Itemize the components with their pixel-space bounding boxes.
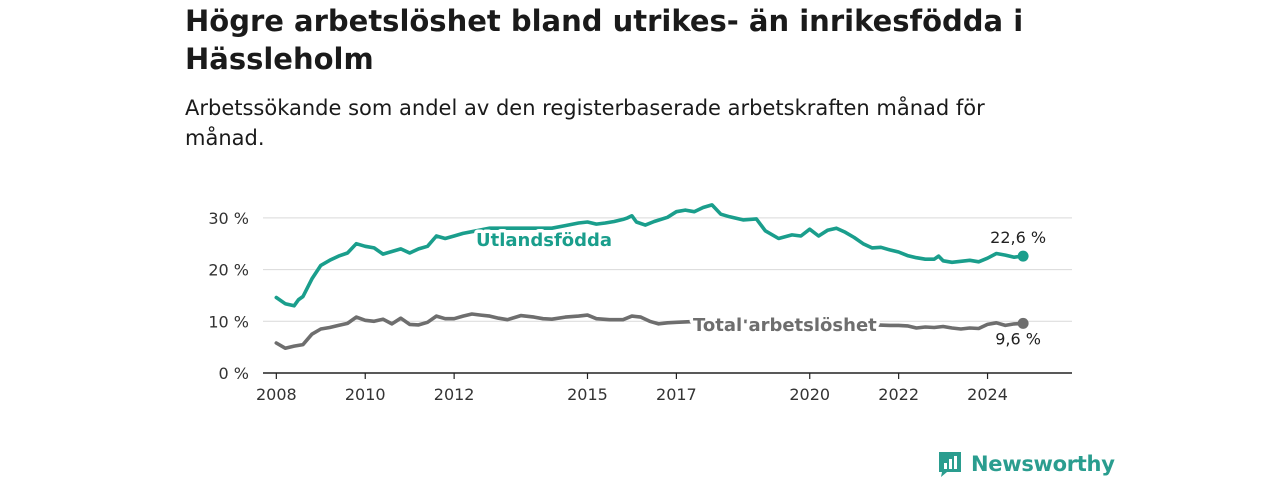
series-label: Total arbetslöshet: [693, 315, 877, 336]
newsworthy-logo: Newsworthy: [937, 448, 1115, 480]
y-tick-label: 0 %: [219, 364, 249, 383]
x-axis: 2008 2010 2012 2015 2017 2020 2022 2024: [256, 372, 1072, 404]
chart-subtitle: Arbetssökande som andel av den registerb…: [185, 96, 985, 150]
x-tick-label: 2008: [256, 385, 297, 404]
x-tick-label: 2010: [345, 385, 386, 404]
series-line-0: [274, 203, 1025, 308]
x-tick-label: 2012: [434, 385, 475, 404]
series-lines: [274, 203, 1029, 350]
series-label-halo: Total arbetslöshet: [693, 315, 877, 336]
series-labels: 22,6 %9,6 %UtlandsföddaUtlandsföddaTotal…: [473, 227, 1047, 349]
x-tick-label: 2024: [967, 385, 1008, 404]
y-tick-label: 30 %: [208, 209, 249, 228]
series-end-label-1: 9,6 %: [995, 329, 1041, 348]
x-tick-label: 2015: [567, 385, 608, 404]
newsworthy-logo-text: Newsworthy: [971, 452, 1115, 476]
series-label-halo: Utlandsfödda: [476, 230, 612, 251]
series-end-label-0: 22,6 %: [990, 228, 1046, 247]
newsworthy-logo-icon: [939, 452, 961, 477]
chart-title: Högre arbetslöshet bland utrikes- än inr…: [185, 4, 1024, 76]
y-axis-ticks: 0 % 10 % 20 % 30 %: [208, 209, 249, 383]
x-tick-label: 2017: [656, 385, 697, 404]
grid-lines: [263, 217, 1072, 322]
series-end-point-0: [1017, 250, 1029, 262]
series-line-1: [274, 312, 1025, 350]
y-tick-label: 20 %: [208, 261, 249, 280]
x-tick-label: 2020: [789, 385, 830, 404]
y-tick-label: 10 %: [208, 312, 249, 331]
series-end-point-1: [1017, 317, 1029, 329]
x-tick-label: 2022: [878, 385, 919, 404]
series-label: Utlandsfödda: [476, 230, 612, 251]
